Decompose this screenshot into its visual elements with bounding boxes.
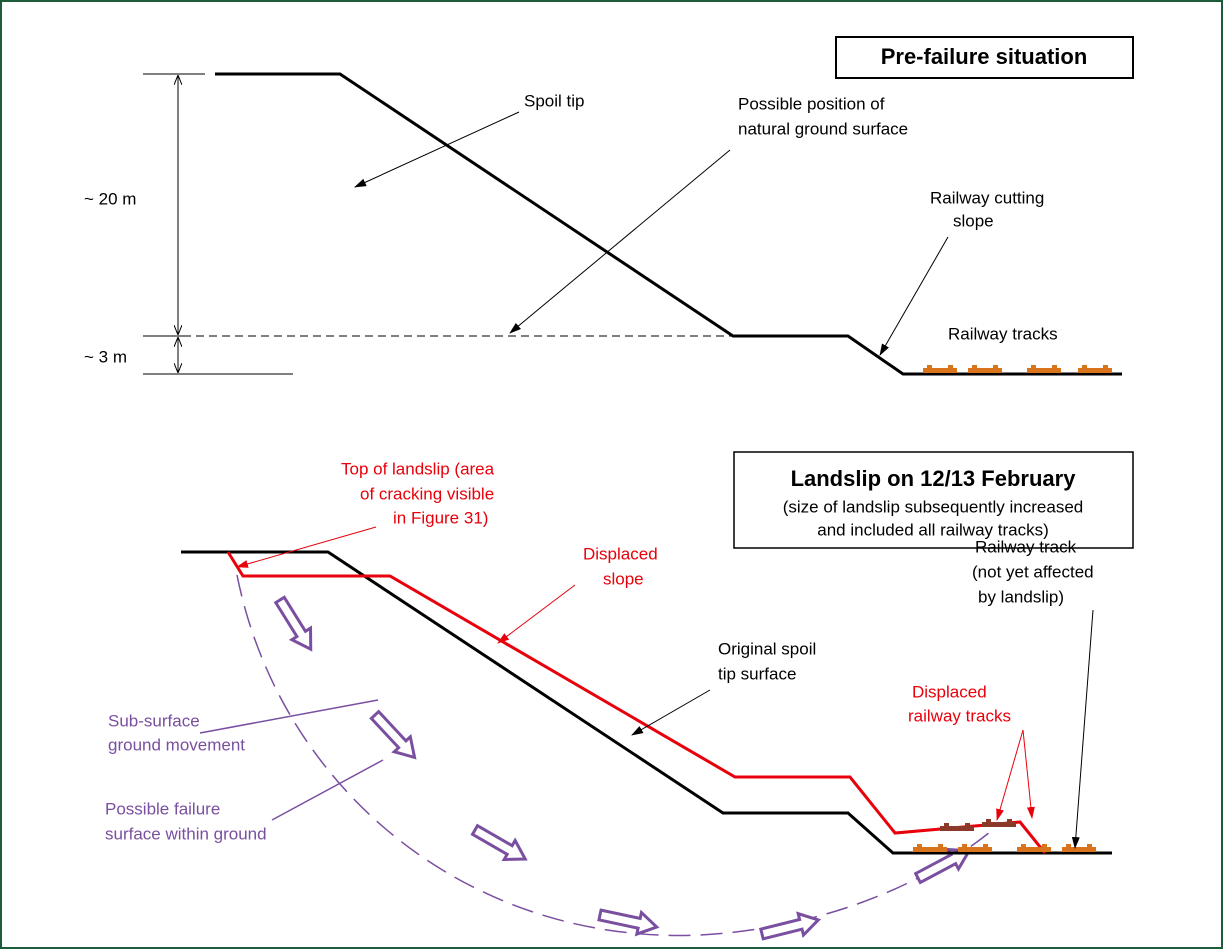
track <box>913 844 947 852</box>
track <box>1017 844 1051 852</box>
landslip: Landslip on 12/13 February (size of land… <box>105 451 1134 947</box>
track <box>923 365 957 373</box>
arrow <box>509 149 731 334</box>
pointer <box>199 699 379 734</box>
title: Landslip on 12/13 February <box>791 466 1077 491</box>
title-box <box>835 36 1134 79</box>
label: Displaced <box>912 682 987 701</box>
label: Possible failure <box>105 799 220 818</box>
label: Top of landslip (area <box>341 459 495 478</box>
displaced-track <box>940 823 974 831</box>
label: slope <box>953 211 994 230</box>
track <box>1027 365 1061 373</box>
movement-arrow <box>757 907 823 947</box>
label: tip surface <box>718 664 796 683</box>
arrow <box>631 689 711 736</box>
original-profile <box>181 550 1112 855</box>
label: slope <box>603 569 644 588</box>
movement-arrow <box>269 592 322 657</box>
label: Spoil tip <box>524 91 584 110</box>
profile <box>215 72 1122 376</box>
pointer <box>271 759 384 821</box>
label: Railway track <box>975 537 1077 556</box>
label: ground movement <box>108 735 245 754</box>
arrow <box>497 584 576 644</box>
movement-arrow <box>596 902 661 940</box>
label: ~ 3 m <box>84 347 127 366</box>
label: natural ground surface <box>738 119 908 138</box>
title: Pre-failure situation <box>881 44 1088 69</box>
track <box>958 844 992 852</box>
arrow <box>1071 609 1094 849</box>
label: in Figure 31) <box>393 508 488 527</box>
movement-arrow <box>468 818 533 871</box>
pre-failure: Pre-failure situation ~ 20 m ~ 3 m Spoil… <box>84 36 1134 376</box>
subtitle: and included all railway tracks) <box>817 520 1049 539</box>
movement-arrow <box>365 705 425 767</box>
displaced-track <box>982 819 1016 827</box>
displaced-profile <box>226 551 1047 854</box>
arrow <box>354 111 520 188</box>
arrow <box>879 236 949 356</box>
arrow <box>1022 729 1035 819</box>
failure-surface <box>236 574 991 937</box>
track <box>1078 365 1112 373</box>
subtitle: (size of landslip subsequently increased <box>783 497 1084 516</box>
label: of cracking visible <box>360 484 494 503</box>
label: by landslip) <box>978 587 1064 606</box>
track <box>1062 844 1096 852</box>
label: Sub-surface <box>108 711 200 730</box>
track <box>968 365 1002 373</box>
label: Railway tracks <box>948 324 1058 343</box>
label: Original spoil <box>718 639 816 658</box>
arrow <box>996 729 1024 821</box>
label: Displaced <box>583 544 658 563</box>
label: Possible position of <box>738 94 885 113</box>
label: ~ 20 m <box>84 189 136 208</box>
label: Railway cutting <box>930 188 1044 207</box>
title-box <box>733 451 1134 549</box>
label: railway tracks <box>908 706 1011 725</box>
arrow <box>236 526 377 568</box>
label: surface within ground <box>105 824 267 843</box>
label: (not yet affected <box>972 562 1094 581</box>
